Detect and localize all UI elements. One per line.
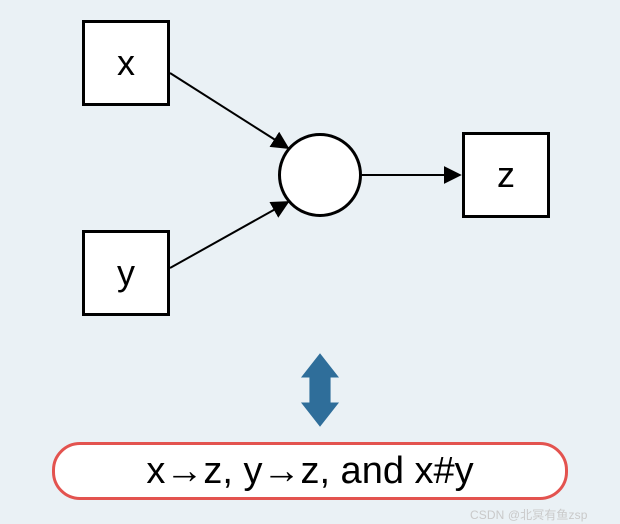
formula-box: x→z, y→z, and x#y	[52, 442, 568, 500]
node-z-label: z	[497, 157, 515, 193]
node-y: y	[82, 230, 170, 316]
node-y-label: y	[117, 255, 135, 291]
formula-text: x→z, y→z, and x#y	[146, 450, 473, 493]
double-arrow-shape	[302, 354, 338, 426]
node-z: z	[462, 132, 550, 218]
double-arrow	[302, 354, 338, 426]
edge-y-to-op	[170, 202, 288, 268]
node-x-label: x	[117, 45, 135, 81]
edge-x-to-op	[170, 73, 288, 148]
node-op	[278, 133, 362, 217]
node-x: x	[82, 20, 170, 106]
